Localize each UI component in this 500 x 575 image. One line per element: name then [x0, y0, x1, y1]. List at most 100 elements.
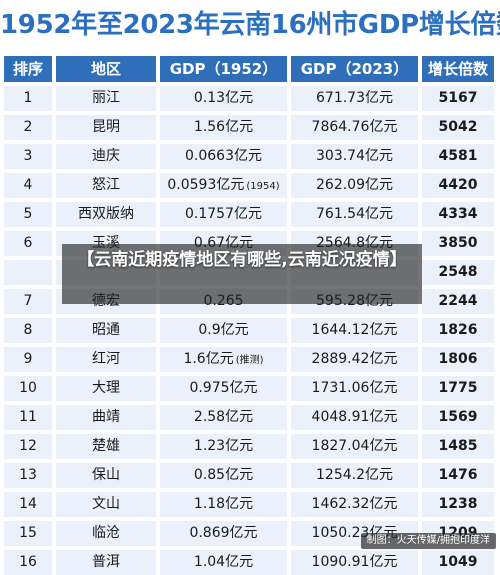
cell-rank: 13	[4, 463, 52, 488]
cell-gdp2023-text: 1462.32亿元	[311, 496, 398, 512]
cell-growth-text: 1806	[438, 351, 478, 367]
cell-rank: 16	[4, 550, 52, 575]
cell-region: 普洱	[56, 550, 156, 575]
cell-rank-text: 10	[19, 380, 37, 396]
cell-region: 保山	[56, 463, 156, 488]
cell-gdp2023: 4048.91亿元	[291, 405, 418, 430]
cell-region: 丽江	[56, 86, 156, 111]
cell-region-text: 红河	[92, 351, 120, 367]
cell-growth-text: 4420	[438, 177, 478, 193]
gdp-table: 排序 地区 GDP（1952） GDP（2023） 增长倍数 1 丽江 0.13亿元…	[4, 56, 496, 575]
cell-gdp2023-text: 2889.42亿元	[311, 351, 398, 367]
cell-gdp2023: 1644.12亿元	[291, 318, 418, 343]
cell-rank: 5	[4, 202, 52, 227]
cell-gdp2023-text: 1827.04亿元	[311, 438, 398, 454]
image-credit: 制图：火天传媒/拥抱印度洋	[360, 533, 496, 549]
cell-rank: 3	[4, 144, 52, 169]
cell-growth: 1476	[422, 463, 494, 488]
cell-region: 文山	[56, 492, 156, 517]
cell-rank-text: 1	[23, 90, 33, 106]
cell-growth-text: 4334	[438, 206, 478, 222]
cell-rank-text: 7	[23, 293, 33, 309]
cell-region-text: 昭通	[92, 322, 120, 338]
cell-gdp2023-text: 1254.2亿元	[316, 467, 393, 483]
cell-gdp2023-text: 1731.06亿元	[311, 380, 398, 396]
cell-region: 昆明	[56, 115, 156, 140]
cell-gdp1952-text: 1.04亿元	[193, 554, 254, 570]
cell-growth-text: 1238	[438, 496, 478, 512]
cell-region-text: 文山	[92, 496, 120, 512]
cell-gdp1952-text: 0.9亿元	[198, 322, 249, 338]
cell-gdp1952: 0.0663亿元	[160, 144, 287, 169]
cell-gdp2023: 2889.42亿元	[291, 347, 418, 372]
cell-growth-text: 1485	[438, 438, 478, 454]
cell-rank-text: 4	[23, 177, 33, 193]
cell-region-text: 保山	[92, 467, 120, 483]
cell-gdp1952: 0.869亿元	[160, 521, 287, 546]
cell-gdp1952: 1.18亿元	[160, 492, 287, 517]
cell-region-text: 普洱	[92, 554, 120, 570]
cell-rank-text: 8	[23, 322, 33, 338]
cell-gdp1952: 1.04亿元	[160, 550, 287, 575]
cell-growth-text: 1775	[438, 380, 478, 396]
cell-growth-text: 1476	[438, 467, 478, 483]
overlay-banner	[62, 244, 422, 304]
cell-rank-text: 5	[23, 206, 33, 222]
cell-rank-text: 11	[19, 409, 37, 425]
cell-gdp2023-text: 7864.76亿元	[311, 119, 398, 135]
cell-growth-text: 3850	[438, 235, 478, 251]
cell-gdp2023: 1254.2亿元	[291, 463, 418, 488]
cell-growth-text: 1826	[438, 322, 478, 338]
cell-region: 大理	[56, 376, 156, 401]
cell-growth: 4334	[422, 202, 494, 227]
cell-gdp1952: 1.23亿元	[160, 434, 287, 459]
cell-region: 临沧	[56, 521, 156, 546]
header-growth: 增长倍数	[422, 56, 494, 82]
cell-gdp2023: 671.73亿元	[291, 86, 418, 111]
cell-growth: 4581	[422, 144, 494, 169]
cell-rank-text: 3	[23, 148, 33, 164]
cell-region: 怒江	[56, 173, 156, 198]
cell-gdp2023: 1827.04亿元	[291, 434, 418, 459]
cell-gdp2023-text: 303.74亿元	[316, 148, 393, 164]
cell-gdp1952-text: 0.85亿元	[193, 467, 254, 483]
cell-rank	[4, 260, 52, 285]
cell-gdp1952: 0.9亿元	[160, 318, 287, 343]
cell-rank: 9	[4, 347, 52, 372]
header-gdp1952: GDP（1952）	[160, 56, 287, 82]
cell-growth-text: 2244	[438, 293, 478, 309]
cell-gdp1952-note: (推测)	[235, 355, 264, 366]
cell-growth-text: 5042	[438, 119, 478, 135]
cell-rank: 2	[4, 115, 52, 140]
cell-gdp1952-text: 0.869亿元	[189, 525, 258, 541]
cell-gdp1952-text: 1.23亿元	[193, 438, 254, 454]
cell-rank: 4	[4, 173, 52, 198]
cell-region-text: 曲靖	[92, 409, 120, 425]
cell-gdp2023-text: 1644.12亿元	[311, 322, 398, 338]
header-rank: 排序	[4, 56, 52, 82]
cell-gdp1952-text: 0.0593亿元	[167, 177, 245, 193]
cell-gdp2023: 1462.32亿元	[291, 492, 418, 517]
cell-rank: 14	[4, 492, 52, 517]
cell-region: 西双版纳	[56, 202, 156, 227]
cell-rank: 7	[4, 289, 52, 314]
cell-rank-text: 16	[19, 554, 37, 570]
cell-gdp2023: 1090.91亿元	[291, 550, 418, 575]
cell-gdp1952-text: 0.975亿元	[189, 380, 258, 396]
cell-rank-text: 2	[23, 119, 33, 135]
cell-gdp2023-text: 761.54亿元	[316, 206, 393, 222]
cell-region: 楚雄	[56, 434, 156, 459]
cell-gdp1952-text: 1.56亿元	[193, 119, 254, 135]
cell-gdp1952: 0.1757亿元	[160, 202, 287, 227]
cell-region-text: 西双版纳	[78, 206, 134, 222]
cell-growth: 1806	[422, 347, 494, 372]
cell-region: 昭通	[56, 318, 156, 343]
cell-gdp2023: 303.74亿元	[291, 144, 418, 169]
cell-gdp2023-text: 4048.91亿元	[311, 409, 398, 425]
cell-rank-text: 13	[19, 467, 37, 483]
cell-gdp2023-text: 671.73亿元	[316, 90, 393, 106]
cell-gdp1952-text: 1.18亿元	[193, 496, 254, 512]
cell-gdp1952: 0.0593亿元 (1954)	[160, 173, 287, 198]
cell-growth: 2548	[422, 260, 494, 285]
cell-gdp2023: 262.09亿元	[291, 173, 418, 198]
